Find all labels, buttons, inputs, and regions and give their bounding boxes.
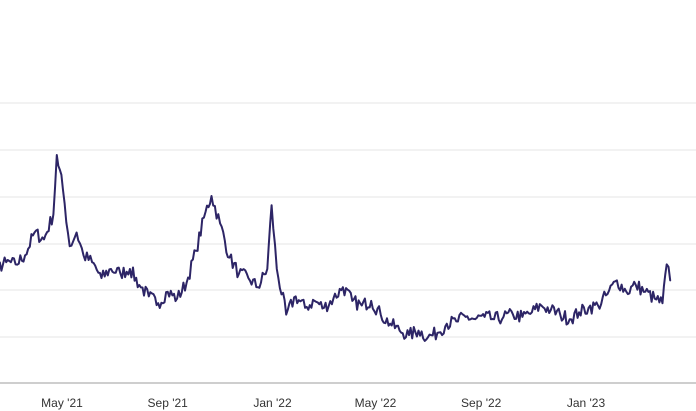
grid-lines [0, 102, 696, 338]
x-tick-label: Sep '21 [148, 396, 189, 410]
x-tick-label: Jan '23 [567, 396, 606, 410]
x-axis-tick-labels: May '21 Sep '21 Jan '22 May '22 Sep '22 Jan '… [41, 396, 605, 410]
x-tick-label: May '21 [41, 396, 83, 410]
x-tick-label: Jan '22 [253, 396, 292, 410]
x-tick-label: May '22 [355, 396, 397, 410]
x-tick-label: Sep '22 [461, 396, 502, 410]
series-line [0, 154, 672, 342]
